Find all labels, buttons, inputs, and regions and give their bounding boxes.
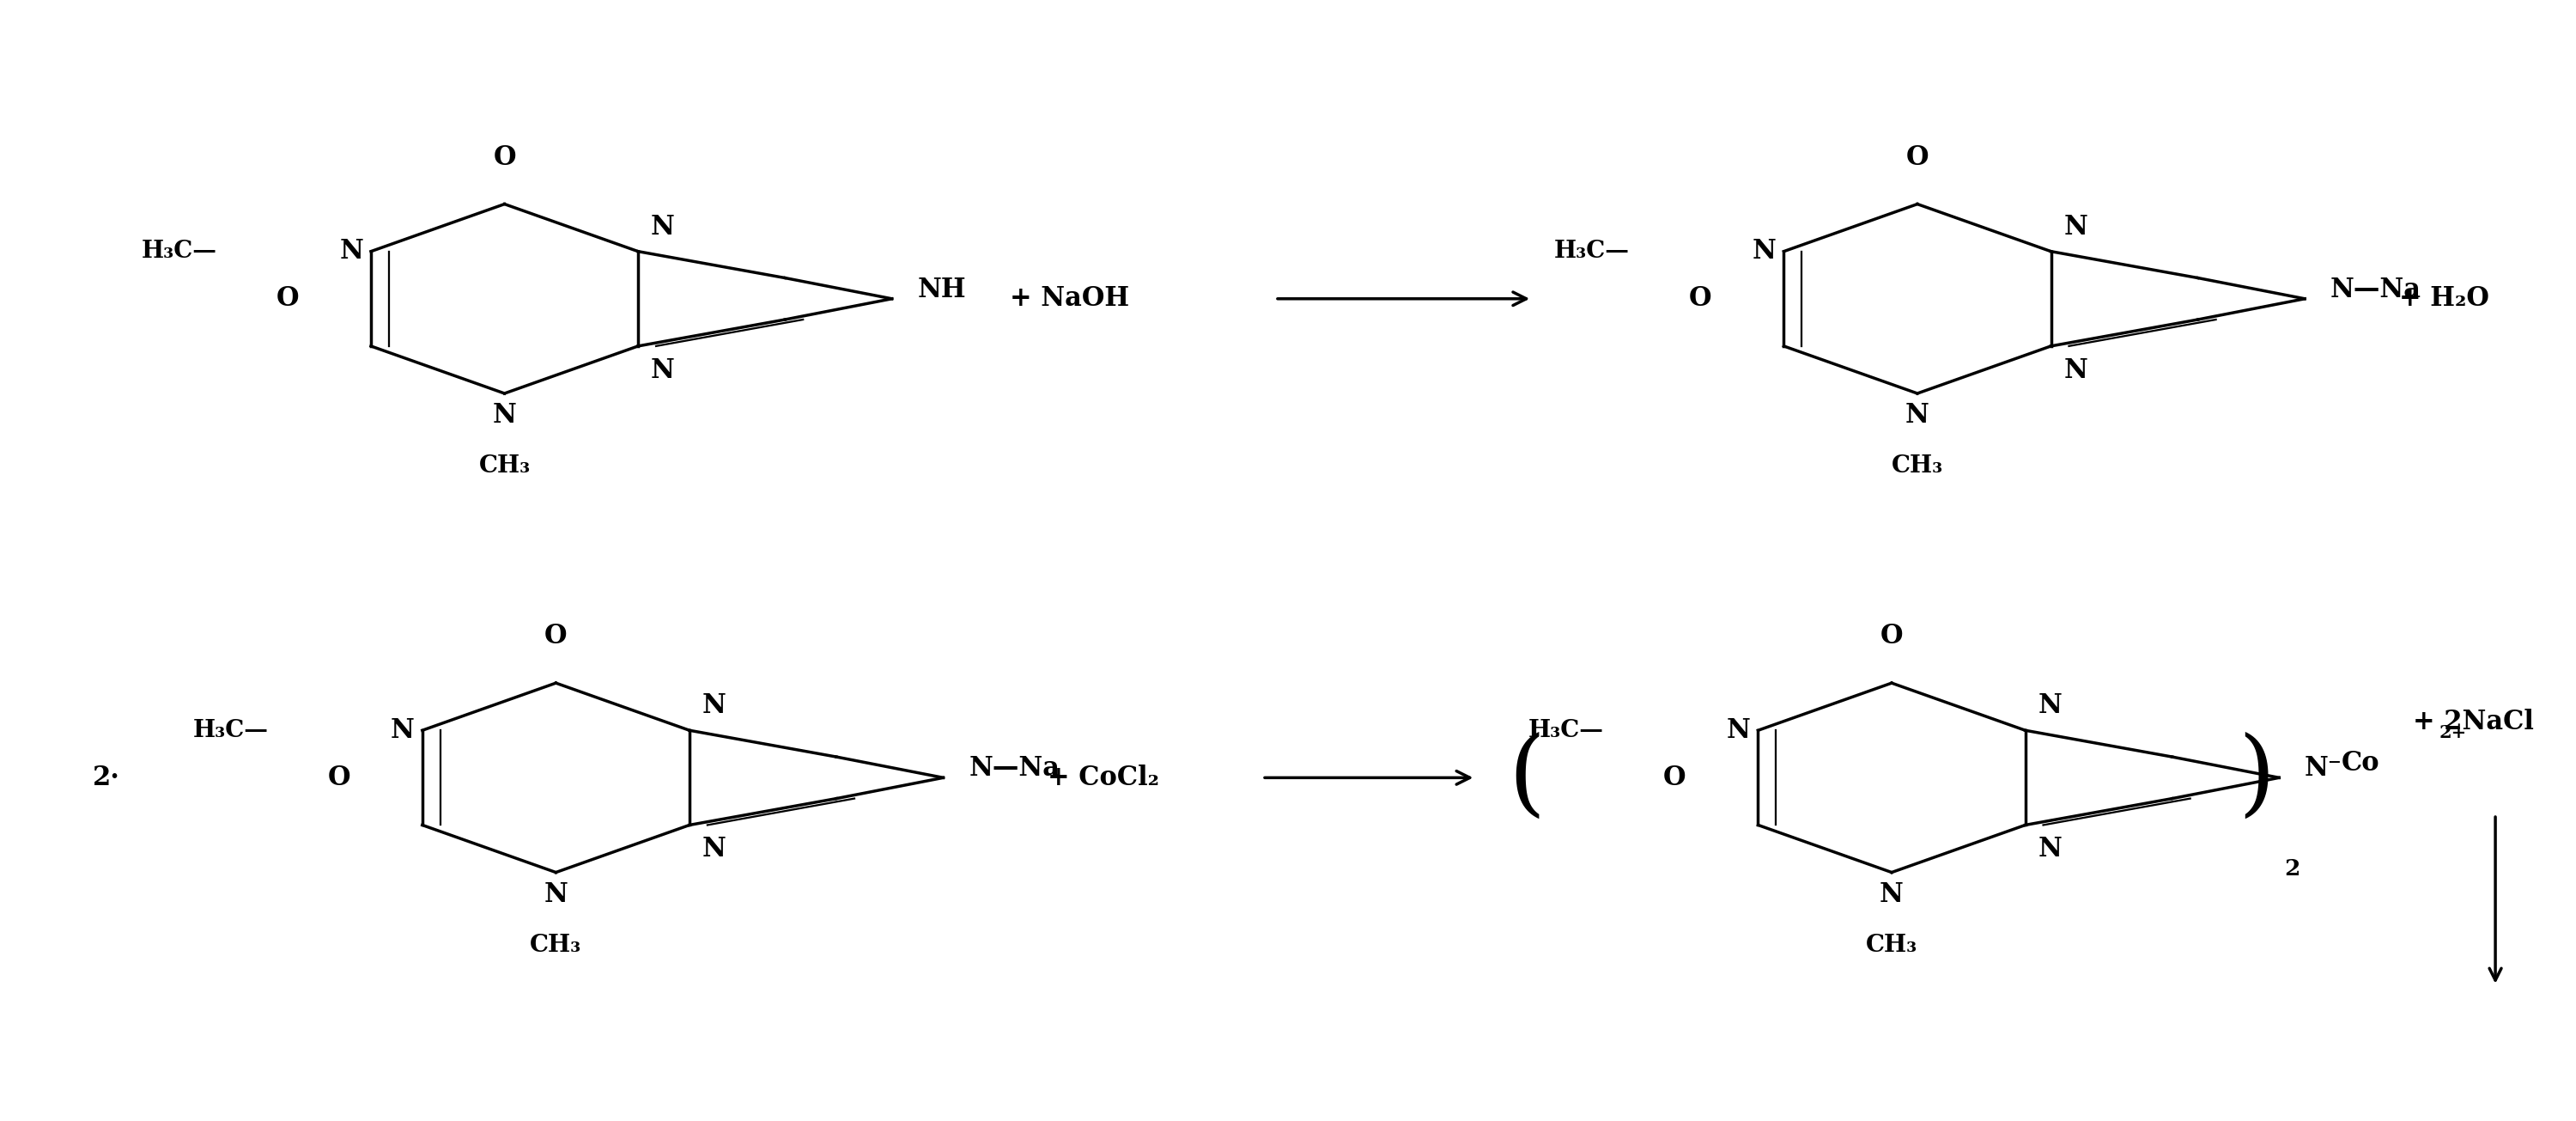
Text: H₃C—: H₃C—	[1528, 719, 1605, 742]
Text: + H₂O: + H₂O	[2398, 286, 2488, 312]
Text: + CoCl₂: + CoCl₂	[1048, 765, 1159, 791]
Text: O: O	[492, 143, 515, 170]
Text: CH₃: CH₃	[1865, 934, 1917, 957]
Text: H₃C—: H₃C—	[193, 719, 268, 742]
Text: N: N	[652, 214, 675, 240]
Text: (: (	[1510, 732, 1546, 824]
Text: 2+: 2+	[2439, 724, 2468, 742]
Text: + 2NaCl: + 2NaCl	[2414, 708, 2535, 735]
Text: N: N	[2063, 358, 2087, 383]
Text: H₃C—: H₃C—	[142, 240, 216, 263]
Text: N: N	[1726, 717, 1752, 743]
Text: O: O	[1664, 765, 1687, 791]
Text: H₃C—: H₃C—	[1553, 240, 1631, 263]
Text: N: N	[2063, 214, 2087, 240]
Text: N: N	[544, 881, 567, 908]
Text: N—Na: N—Na	[969, 756, 1059, 782]
Text: Co: Co	[2342, 750, 2380, 777]
Text: 2: 2	[2285, 859, 2300, 880]
Text: N: N	[392, 717, 415, 743]
Text: N⁻: N⁻	[2306, 756, 2342, 782]
Text: N: N	[340, 238, 363, 265]
Text: N: N	[703, 693, 726, 720]
Text: O: O	[327, 765, 350, 791]
Text: O: O	[544, 623, 567, 649]
Text: NH: NH	[917, 277, 966, 303]
Text: N: N	[703, 836, 726, 863]
Text: + NaOH: + NaOH	[1010, 286, 1128, 312]
Text: CH₃: CH₃	[479, 455, 531, 478]
Text: N—Na: N—Na	[2331, 277, 2421, 303]
Text: N: N	[2038, 693, 2061, 720]
Text: CH₃: CH₃	[531, 934, 582, 957]
Text: O: O	[1690, 286, 1713, 312]
Text: N: N	[1906, 402, 1929, 429]
Text: O: O	[1906, 143, 1929, 170]
Text: N: N	[652, 358, 675, 383]
Text: O: O	[1880, 623, 1904, 649]
Text: 2·: 2·	[93, 765, 121, 791]
Text: N: N	[2038, 836, 2061, 863]
Text: N: N	[1880, 881, 1904, 908]
Text: CH₃: CH₃	[1891, 455, 1942, 478]
Text: N: N	[492, 402, 515, 429]
Text: N: N	[1752, 238, 1775, 265]
Text: ): )	[2239, 732, 2275, 824]
Text: O: O	[276, 286, 299, 312]
